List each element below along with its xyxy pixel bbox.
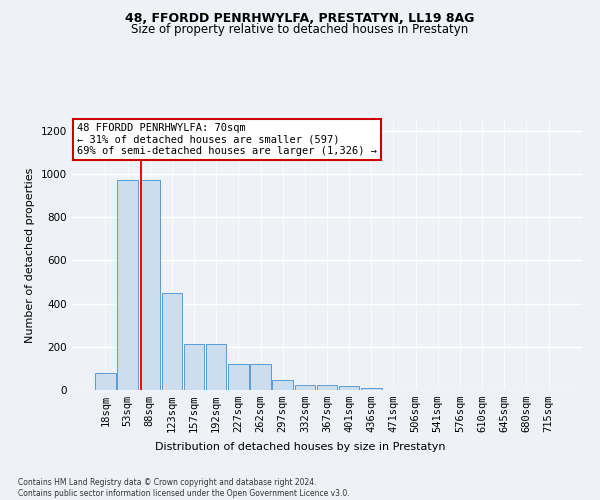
Bar — [184, 344, 204, 390]
Bar — [295, 384, 315, 390]
Bar — [228, 364, 248, 390]
Bar — [361, 388, 382, 390]
Text: Distribution of detached houses by size in Prestatyn: Distribution of detached houses by size … — [155, 442, 445, 452]
Text: 48, FFORDD PENRHWYLFA, PRESTATYN, LL19 8AG: 48, FFORDD PENRHWYLFA, PRESTATYN, LL19 8… — [125, 12, 475, 26]
Bar — [250, 364, 271, 390]
Bar — [140, 180, 160, 390]
Text: 48 FFORDD PENRHWYLFA: 70sqm
← 31% of detached houses are smaller (597)
69% of se: 48 FFORDD PENRHWYLFA: 70sqm ← 31% of det… — [77, 122, 377, 156]
Bar — [272, 380, 293, 390]
Text: Size of property relative to detached houses in Prestatyn: Size of property relative to detached ho… — [131, 22, 469, 36]
Bar — [206, 344, 226, 390]
Bar — [95, 372, 116, 390]
Bar — [317, 385, 337, 390]
Bar — [118, 180, 138, 390]
Y-axis label: Number of detached properties: Number of detached properties — [25, 168, 35, 342]
Bar — [339, 386, 359, 390]
Bar — [161, 293, 182, 390]
Text: Contains HM Land Registry data © Crown copyright and database right 2024.
Contai: Contains HM Land Registry data © Crown c… — [18, 478, 350, 498]
